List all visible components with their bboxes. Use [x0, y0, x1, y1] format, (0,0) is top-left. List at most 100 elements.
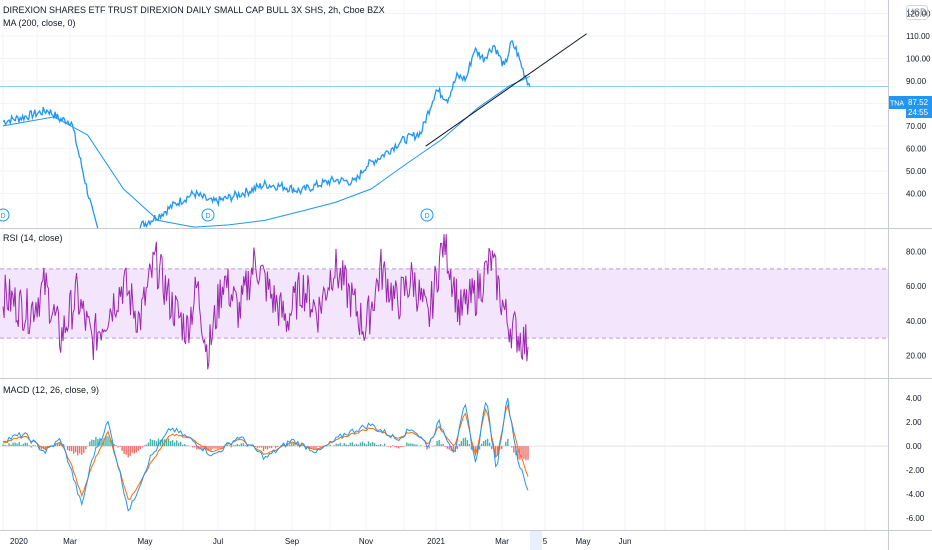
currency-button[interactable]: USD	[906, 5, 928, 20]
macd-histogram-bar	[188, 445, 190, 447]
macd-histogram-bar	[131, 446, 133, 453]
price-tick-label: 60.00	[906, 144, 927, 153]
ticker-tag	[889, 96, 906, 109]
macd-histogram-bar	[202, 446, 204, 451]
macd-histogram-bar	[381, 445, 384, 447]
macd-histogram-bar	[141, 446, 144, 448]
macd-histogram-bar	[70, 446, 73, 452]
macd-histogram-bar	[173, 442, 176, 447]
macd-histogram-bar	[484, 439, 487, 447]
macd-histogram-bar	[58, 442, 61, 447]
macd-histogram-bar	[270, 446, 273, 449]
macd-histogram-bar	[497, 446, 499, 455]
macd-histogram-bar	[182, 444, 184, 447]
macd-histogram-bar	[175, 440, 178, 447]
macd-histogram-bar	[365, 444, 368, 447]
dividend-marker-label: D	[425, 213, 430, 220]
macd-histogram-bar	[14, 442, 16, 447]
macd-histogram-bar	[505, 441, 507, 447]
ma-indicator-title: MA (200, close, 0)	[3, 18, 76, 28]
macd-histogram-bar	[458, 443, 461, 447]
macd-histogram-bar	[177, 442, 180, 447]
macd-histogram-bar	[135, 446, 137, 453]
macd-histogram-bar	[379, 444, 382, 447]
macd-histogram-bar	[244, 445, 247, 447]
macd-histogram-bar	[200, 446, 202, 450]
macd-histogram-bar	[525, 446, 527, 461]
macd-histogram-bar	[398, 446, 400, 449]
macd-histogram-bar	[196, 446, 198, 450]
macd-histogram-bar	[179, 441, 182, 447]
macd-histogram-bar	[428, 446, 430, 449]
macd-histogram-bar	[319, 446, 321, 448]
macd-histogram-bar	[468, 444, 471, 447]
macd-histogram-bar	[194, 446, 196, 448]
macd-histogram-bar	[432, 446, 434, 447]
rsi-line	[2, 234, 529, 370]
macd-histogram-bar	[72, 446, 75, 454]
macd-histogram-bar	[32, 445, 34, 447]
time-axis-label: 2021	[427, 537, 445, 546]
price-tick-label: 40.00	[906, 189, 927, 198]
dividend-marker-0	[0, 208, 10, 222]
macd-histogram-bar	[192, 446, 194, 448]
macd-tick-label: 2.00	[906, 418, 922, 427]
macd-histogram-bar	[125, 446, 127, 455]
macd-tick-label: -2.00	[906, 466, 925, 475]
time-axis-label: Mar	[63, 537, 77, 546]
macd-histogram-bar	[151, 440, 154, 447]
macd-histogram-bar	[28, 445, 30, 447]
macd-histogram-bar	[38, 446, 41, 450]
macd-histogram-bar	[260, 446, 263, 448]
macd-histogram-bar	[436, 441, 438, 447]
macd-histogram-bar	[22, 443, 24, 447]
macd-histogram-bar	[34, 445, 37, 447]
macd-histogram-bar	[363, 443, 366, 447]
macd-histogram-bar	[212, 446, 214, 449]
macd-histogram-bar	[107, 436, 109, 447]
macd-histogram-bar	[216, 446, 218, 449]
macd-histogram-bar	[309, 446, 311, 449]
macd-histogram-bar	[121, 446, 123, 452]
macd-histogram-bar	[406, 442, 408, 447]
macd-histogram-bar	[420, 445, 422, 447]
macd-histogram-bar	[214, 446, 216, 449]
macd-histogram-bar	[343, 443, 345, 447]
macd-histogram-bar	[392, 445, 394, 447]
macd-histogram-bar	[478, 446, 481, 450]
macd-histogram-bar	[56, 443, 59, 447]
macd-histogram-bar	[165, 438, 168, 447]
macd-histogram-bar	[113, 443, 115, 447]
macd-histogram-bar	[149, 438, 152, 447]
macd-histogram-bar	[317, 446, 319, 447]
macd-histogram-bar	[91, 439, 93, 447]
macd-tick-label: 0.00	[906, 442, 922, 451]
macd-histogram-bar	[507, 438, 509, 447]
last-price-label: 87.52	[908, 98, 929, 107]
macd-histogram-bar	[333, 445, 335, 447]
macd-histogram-bar	[367, 441, 370, 447]
macd-histogram-bar	[353, 444, 356, 447]
macd-histogram-bar	[464, 437, 467, 447]
macd-histogram-bar	[68, 446, 71, 452]
macd-histogram-bar	[416, 444, 418, 447]
macd-histogram-bar	[232, 445, 234, 447]
macd-histogram-bar	[77, 446, 79, 456]
macd-histogram-bar	[444, 446, 446, 447]
macd-histogram-bar	[18, 442, 20, 447]
macd-histogram-bar	[155, 441, 158, 447]
macd-histogram-bar	[8, 443, 10, 447]
macd-histogram-bar	[446, 446, 448, 449]
macd-histogram-bar	[351, 442, 354, 447]
macd-histogram-bar	[2, 444, 4, 447]
macd-histogram-bar	[456, 446, 459, 450]
macd-histogram-bar	[400, 446, 402, 448]
macd-histogram-bar	[210, 446, 212, 451]
macd-histogram-bar	[394, 446, 396, 448]
macd-histogram-bar	[54, 443, 57, 447]
macd-histogram-bar	[476, 446, 479, 453]
macd-histogram-bar	[486, 438, 489, 447]
macd-histogram-bar	[240, 443, 242, 447]
macd-histogram-bar	[105, 435, 107, 447]
